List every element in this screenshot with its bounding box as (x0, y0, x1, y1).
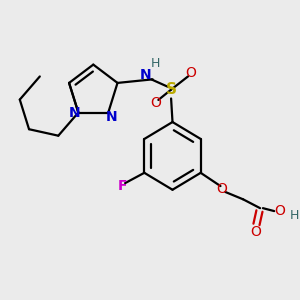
Text: H: H (151, 57, 160, 70)
Text: O: O (274, 204, 285, 218)
Text: N: N (68, 106, 80, 120)
Text: N: N (105, 110, 117, 124)
Text: O: O (250, 225, 261, 239)
Text: H: H (289, 209, 299, 222)
Text: O: O (185, 66, 196, 80)
Text: O: O (150, 96, 161, 110)
Text: S: S (166, 82, 177, 97)
Text: N: N (140, 68, 152, 82)
Text: F: F (118, 179, 127, 193)
Text: O: O (217, 182, 227, 196)
